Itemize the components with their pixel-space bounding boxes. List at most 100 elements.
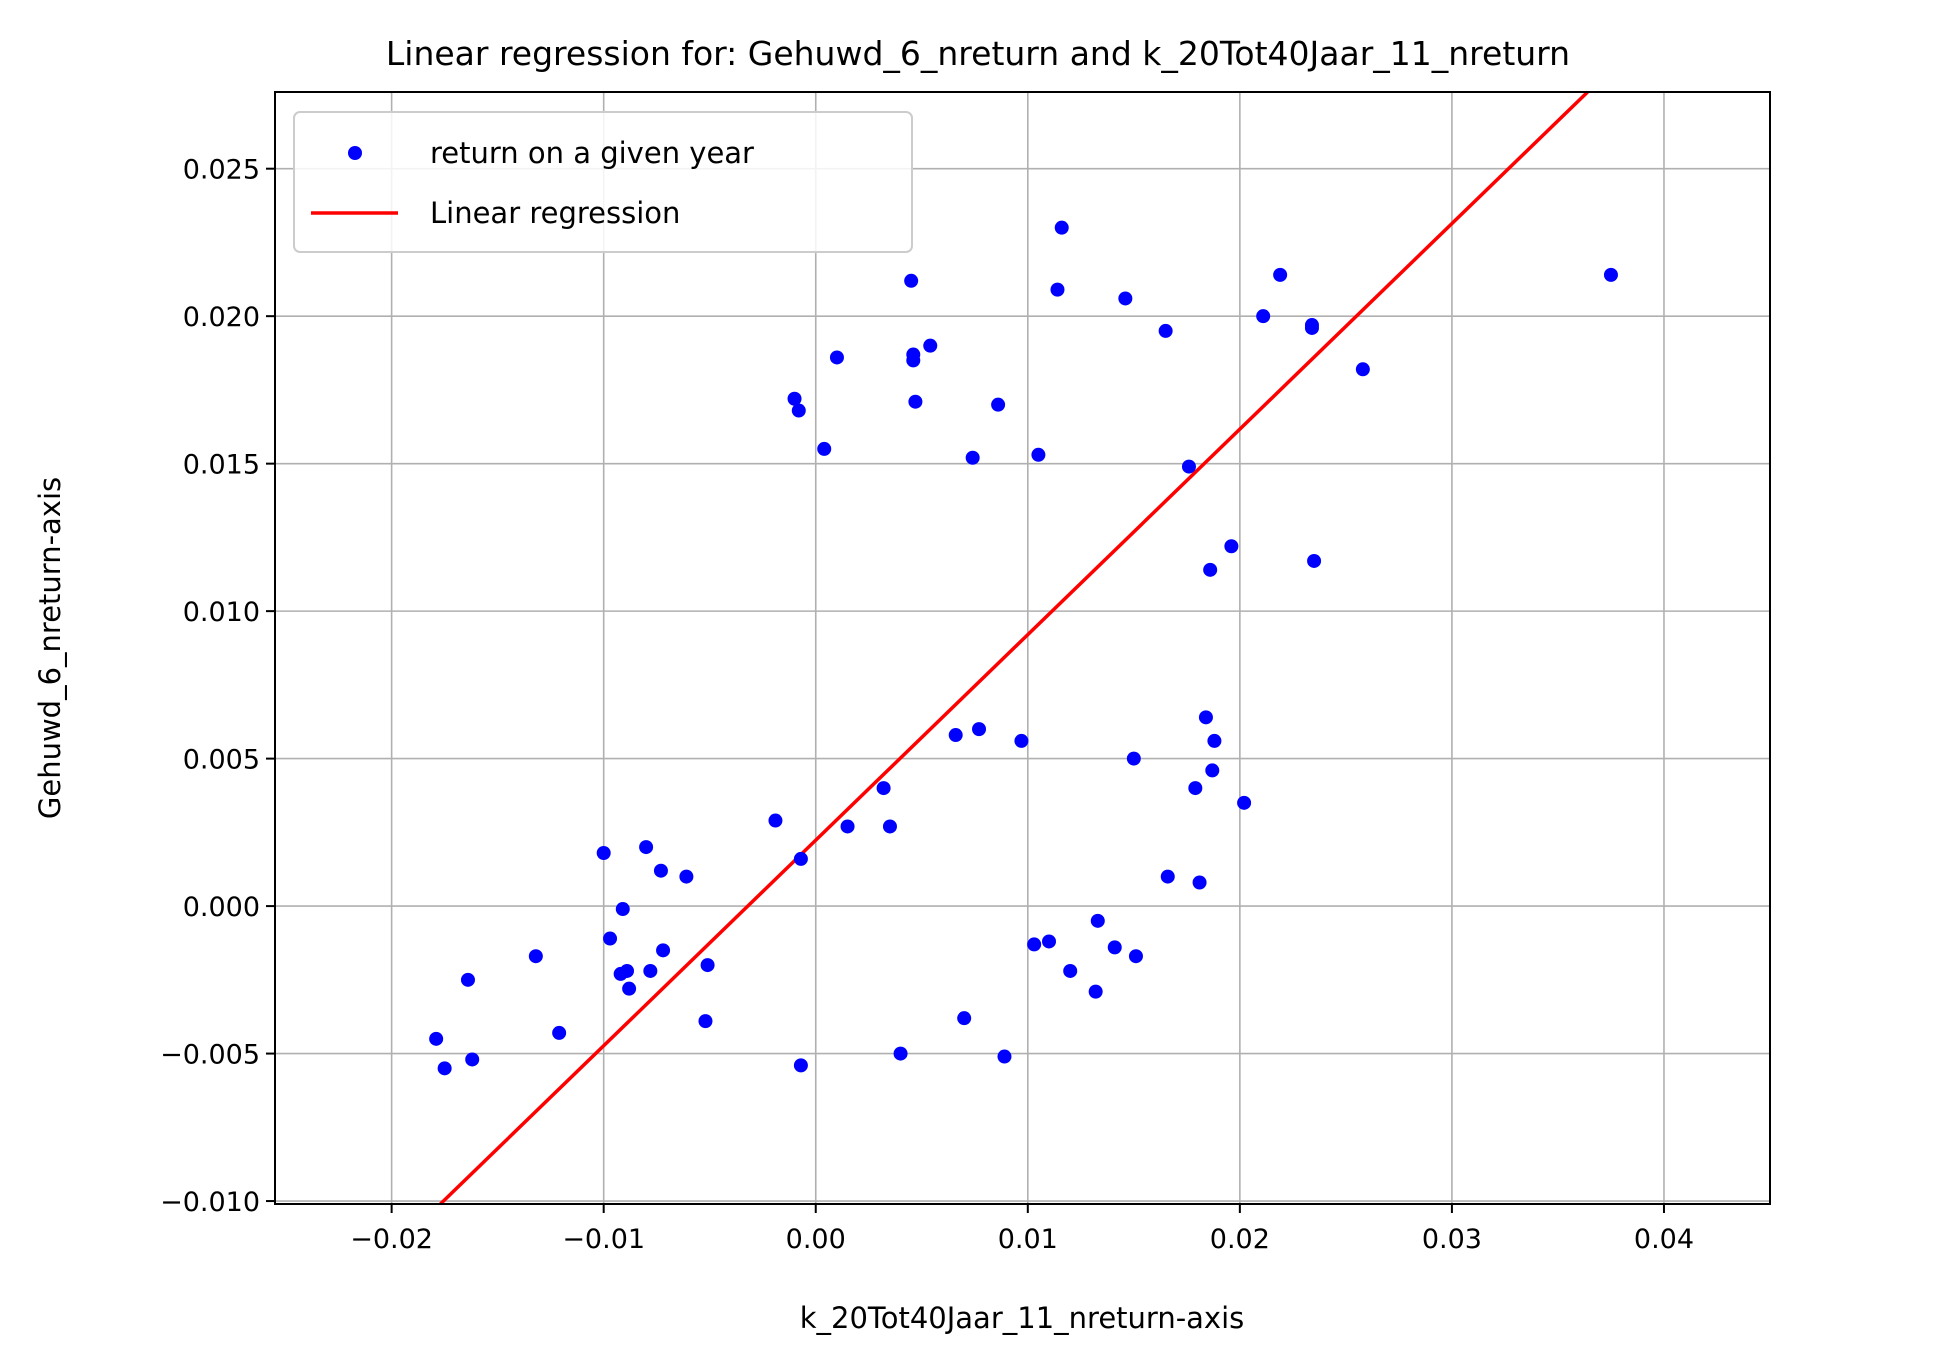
data-point — [906, 353, 921, 368]
regression-layer — [439, 90, 1589, 1206]
data-point — [465, 1052, 480, 1067]
data-point — [429, 1031, 444, 1046]
legend-label-line: Linear regression — [430, 196, 680, 230]
y-axis-label: Gehuwd_6_nreturn-axis — [33, 477, 67, 819]
data-point — [1224, 539, 1239, 554]
data-point — [840, 819, 855, 834]
data-point — [791, 403, 806, 418]
data-point — [643, 963, 658, 978]
regression-line — [439, 90, 1589, 1206]
data-point — [1088, 984, 1103, 999]
data-point — [1042, 934, 1057, 949]
legend-marker-scatter — [348, 146, 362, 160]
x-axis-label: k_20Tot40Jaar_11_nreturn-axis — [800, 1301, 1245, 1335]
data-point — [1128, 949, 1143, 964]
data-point — [615, 902, 630, 917]
data-point — [768, 813, 783, 828]
y-tick-label: 0.000 — [183, 892, 260, 923]
data-point — [904, 273, 919, 288]
data-point — [620, 963, 635, 978]
data-point — [793, 1058, 808, 1073]
y-tick-label: 0.010 — [183, 597, 260, 628]
data-point — [1063, 963, 1078, 978]
data-point — [991, 397, 1006, 412]
data-point — [639, 840, 654, 855]
data-point — [1203, 562, 1218, 577]
data-point — [552, 1025, 567, 1040]
data-point — [1355, 362, 1370, 377]
data-point — [957, 1011, 972, 1026]
data-point — [700, 958, 715, 973]
data-point — [622, 981, 637, 996]
data-point — [1107, 940, 1122, 955]
data-point — [882, 819, 897, 834]
x-tick-label: 0.04 — [1634, 1224, 1694, 1255]
y-tick-label: 0.015 — [183, 450, 260, 481]
scatter-points — [429, 220, 1618, 1076]
data-point — [1031, 447, 1046, 462]
plot-area — [275, 92, 1770, 1204]
data-point — [1050, 282, 1065, 297]
data-point — [596, 845, 611, 860]
y-tick-label: 0.005 — [183, 745, 260, 776]
data-point — [528, 949, 543, 964]
y-tick-label: 0.025 — [183, 155, 260, 186]
data-point — [876, 781, 891, 796]
x-tick-label: 0.00 — [786, 1224, 846, 1255]
plot-frame — [274, 91, 1771, 1205]
data-point — [1158, 323, 1173, 338]
data-point — [1205, 763, 1220, 778]
x-tick-label: 0.02 — [1210, 1224, 1270, 1255]
data-point — [1118, 291, 1133, 306]
data-point — [1054, 220, 1069, 235]
data-point — [793, 851, 808, 866]
data-point — [972, 722, 987, 737]
data-point — [1160, 869, 1175, 884]
data-point — [1126, 751, 1141, 766]
data-point — [893, 1046, 908, 1061]
y-tick-label: 0.020 — [183, 302, 260, 333]
data-point — [1304, 320, 1319, 335]
data-point — [656, 943, 671, 958]
data-point — [1307, 553, 1322, 568]
x-tick-label: 0.01 — [998, 1224, 1058, 1255]
data-point — [1027, 937, 1042, 952]
legend: return on a given year Linear regression — [293, 111, 913, 253]
y-tick-label: −0.010 — [160, 1187, 260, 1218]
data-point — [1237, 795, 1252, 810]
data-point — [653, 863, 668, 878]
data-point — [603, 931, 618, 946]
data-point — [787, 391, 802, 406]
data-point — [460, 972, 475, 987]
data-point — [1014, 733, 1029, 748]
data-point — [1181, 459, 1196, 474]
x-tick-label: −0.01 — [562, 1224, 645, 1255]
x-tick-label: 0.03 — [1422, 1224, 1482, 1255]
y-axis-ticks: −0.010 −0.005 0.000 0.005 0.010 0.015 0.020 0.0… — [160, 155, 275, 1218]
data-point — [908, 394, 923, 409]
data-point — [679, 869, 694, 884]
data-point — [829, 350, 844, 365]
data-point — [1603, 267, 1618, 282]
data-point — [923, 338, 938, 353]
data-point — [817, 441, 832, 456]
grid — [275, 92, 1770, 1204]
data-point — [437, 1061, 452, 1076]
x-axis-ticks: −0.02 −0.01 0.00 0.01 0.02 0.03 0.04 — [350, 1204, 1694, 1255]
data-point — [1192, 875, 1207, 890]
data-point — [1256, 309, 1271, 324]
data-point — [965, 450, 980, 465]
data-point — [997, 1049, 1012, 1064]
chart-title: Linear regression for: Gehuwd_6_nreturn … — [386, 34, 1570, 73]
data-point — [1188, 781, 1203, 796]
data-point — [1198, 710, 1213, 725]
x-tick-label: −0.02 — [350, 1224, 433, 1255]
data-point — [698, 1014, 713, 1029]
legend-label-scatter: return on a given year — [430, 136, 754, 170]
data-point — [1090, 913, 1105, 928]
legend-box — [293, 111, 913, 253]
data-point — [1273, 267, 1288, 282]
data-point — [948, 728, 963, 743]
y-tick-label: −0.005 — [160, 1040, 260, 1071]
